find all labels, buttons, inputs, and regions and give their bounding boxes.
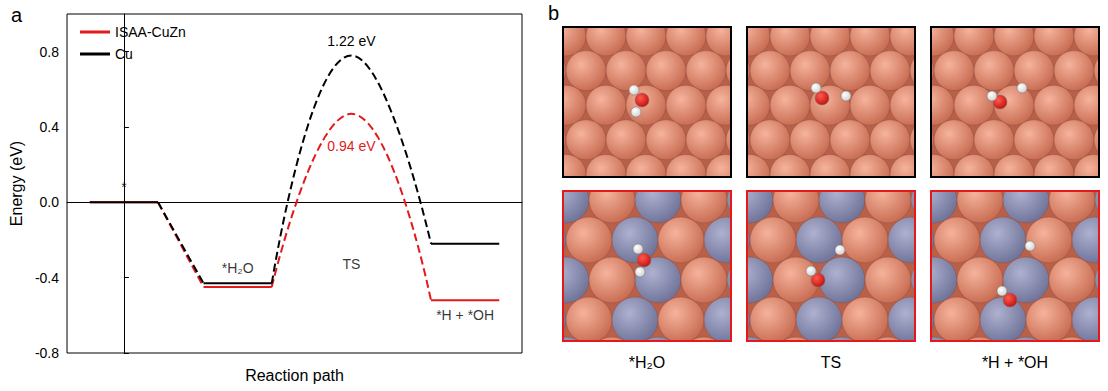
svg-text:0.0: 0.0 — [40, 194, 60, 210]
svg-text:a: a — [11, 4, 23, 26]
svg-text:*H + *OH: *H + *OH — [436, 307, 494, 323]
svg-text:*H₂O: *H₂O — [222, 260, 254, 276]
svg-text:*: * — [121, 179, 127, 195]
svg-text:*H + *OH: *H + *OH — [982, 354, 1048, 371]
svg-text:TS: TS — [821, 354, 841, 371]
svg-text:Energy (eV): Energy (eV) — [8, 141, 25, 226]
svg-text:1.22 eV: 1.22 eV — [327, 33, 376, 49]
svg-text:Reaction path: Reaction path — [245, 367, 344, 384]
svg-text:*H₂O: *H₂O — [629, 354, 665, 371]
svg-text:0.4: 0.4 — [40, 119, 60, 135]
svg-text:Cu: Cu — [115, 46, 133, 62]
svg-text:-0.4: -0.4 — [35, 270, 59, 286]
svg-text:0.94 eV: 0.94 eV — [327, 138, 376, 154]
svg-text:-0.8: -0.8 — [35, 345, 59, 361]
svg-text:0.8: 0.8 — [40, 44, 60, 60]
svg-text:TS: TS — [342, 256, 360, 272]
svg-text:b: b — [548, 2, 559, 24]
svg-text:ISAA-CuZn: ISAA-CuZn — [115, 24, 186, 40]
